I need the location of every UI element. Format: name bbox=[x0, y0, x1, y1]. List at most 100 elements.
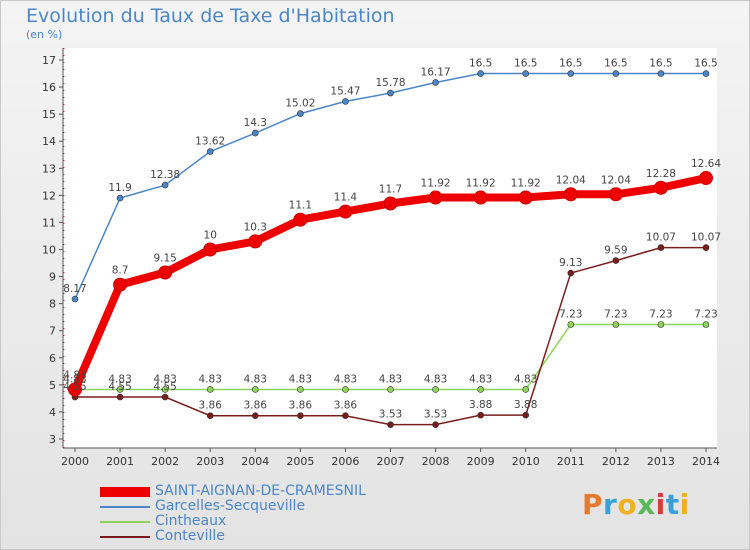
y-tick-label: 10 bbox=[42, 244, 56, 257]
data-point-garcelles-secqueville bbox=[161, 181, 169, 189]
data-label-cintheaux: 4.83 bbox=[199, 373, 222, 385]
data-label-conteville: 3.53 bbox=[379, 409, 402, 421]
y-tick-label: 15 bbox=[42, 108, 56, 121]
data-label-cintheaux: 4.83 bbox=[289, 373, 312, 385]
y-tick-label: 4 bbox=[49, 406, 56, 419]
legend-swatch bbox=[100, 536, 150, 538]
data-label-saint-aignan-de-cramesnil: 4.83 bbox=[63, 369, 86, 381]
data-label-conteville: 10.07 bbox=[691, 232, 721, 244]
x-tick-label: 2009 bbox=[467, 455, 495, 468]
data-point-cintheaux bbox=[567, 321, 575, 328]
data-label-garcelles-secqueville: 16.5 bbox=[514, 58, 537, 70]
data-label-conteville: 3.88 bbox=[514, 399, 537, 411]
x-tick-label: 2004 bbox=[241, 455, 269, 468]
x-tick-label: 2000 bbox=[61, 455, 89, 468]
legend-swatch bbox=[100, 521, 150, 523]
data-label-conteville: 3.86 bbox=[244, 400, 268, 412]
data-label-conteville: 3.53 bbox=[424, 409, 447, 421]
x-tick-label: 2008 bbox=[422, 455, 450, 468]
data-point-garcelles-secqueville bbox=[116, 194, 124, 202]
x-tick-label: 2007 bbox=[377, 455, 405, 468]
data-label-cintheaux: 4.83 bbox=[379, 373, 402, 385]
data-point-cintheaux bbox=[702, 321, 710, 328]
data-point-cintheaux bbox=[161, 386, 169, 393]
data-label-cintheaux: 4.83 bbox=[108, 373, 131, 385]
y-tick-label: 13 bbox=[42, 162, 56, 175]
data-point-garcelles-secqueville bbox=[251, 129, 259, 137]
data-point-conteville bbox=[522, 411, 530, 419]
legend-swatch bbox=[100, 506, 150, 508]
y-tick-label: 5 bbox=[49, 379, 56, 392]
data-label-cintheaux: 4.83 bbox=[469, 373, 492, 385]
data-point-conteville bbox=[116, 393, 124, 401]
unit-label: (en %) bbox=[26, 28, 63, 41]
data-point-conteville bbox=[206, 412, 214, 420]
data-point-cintheaux bbox=[342, 386, 349, 393]
data-point-saint-aignan-de-cramesnil bbox=[653, 180, 668, 195]
data-label-garcelles-secqueville: 14.3 bbox=[244, 117, 267, 129]
data-label-conteville: 3.86 bbox=[289, 400, 313, 412]
data-point-saint-aignan-de-cramesnil bbox=[203, 242, 218, 257]
legend-label: Conteville bbox=[155, 528, 225, 544]
data-label-garcelles-secqueville: 15.78 bbox=[375, 77, 405, 89]
x-tick-label: 2001 bbox=[106, 455, 134, 468]
y-tick-label: 7 bbox=[49, 325, 56, 338]
data-label-cintheaux: 7.23 bbox=[559, 308, 582, 320]
data-point-conteville bbox=[297, 412, 304, 420]
data-label-garcelles-secqueville: 16.5 bbox=[604, 58, 627, 70]
data-label-saint-aignan-de-cramesnil: 12.64 bbox=[691, 158, 721, 170]
data-point-garcelles-secqueville bbox=[71, 295, 79, 303]
data-point-saint-aignan-de-cramesnil bbox=[338, 204, 353, 219]
data-point-saint-aignan-de-cramesnil bbox=[248, 234, 263, 249]
data-label-saint-aignan-de-cramesnil: 12.28 bbox=[646, 168, 676, 180]
x-tick-label: 2012 bbox=[602, 455, 630, 468]
data-label-saint-aignan-de-cramesnil: 10.3 bbox=[244, 221, 267, 233]
legend: SAINT-AIGNAN-DE-CRAMESNIL Garcelles-Secqu… bbox=[100, 483, 500, 544]
data-point-garcelles-secqueville bbox=[432, 79, 439, 86]
legend-label: Garcelles-Secqueville bbox=[155, 498, 306, 514]
data-point-saint-aignan-de-cramesnil bbox=[608, 187, 623, 202]
data-label-saint-aignan-de-cramesnil: 8.7 bbox=[112, 265, 129, 277]
data-label-garcelles-secqueville: 16.5 bbox=[694, 58, 717, 70]
data-point-garcelles-secqueville bbox=[612, 70, 620, 77]
data-label-garcelles-secqueville: 13.62 bbox=[195, 136, 225, 148]
data-label-conteville: 3.86 bbox=[334, 400, 358, 412]
data-point-garcelles-secqueville bbox=[522, 70, 530, 77]
data-label-conteville: 10.07 bbox=[646, 232, 676, 244]
legend-item-garcelles-secqueville: Garcelles-Secqueville bbox=[100, 498, 500, 514]
data-label-saint-aignan-de-cramesnil: 11.92 bbox=[421, 178, 451, 190]
data-point-saint-aignan-de-cramesnil bbox=[383, 196, 398, 211]
y-tick-label: 16 bbox=[42, 81, 56, 94]
data-point-cintheaux bbox=[522, 386, 530, 393]
data-point-conteville bbox=[342, 412, 349, 420]
data-point-conteville bbox=[251, 412, 259, 420]
data-point-saint-aignan-de-cramesnil bbox=[68, 382, 82, 397]
data-point-saint-aignan-de-cramesnil bbox=[518, 190, 533, 205]
data-point-garcelles-secqueville bbox=[477, 70, 484, 77]
data-label-garcelles-secqueville: 8.17 bbox=[63, 283, 86, 295]
data-label-saint-aignan-de-cramesnil: 11.92 bbox=[511, 178, 541, 190]
legend-label: SAINT-AIGNAN-DE-CRAMESNIL bbox=[155, 483, 366, 499]
data-label-garcelles-secqueville: 11.9 bbox=[108, 182, 131, 194]
data-label-saint-aignan-de-cramesnil: 12.04 bbox=[601, 174, 631, 186]
data-point-garcelles-secqueville bbox=[387, 89, 394, 97]
data-label-conteville: 3.86 bbox=[199, 400, 223, 412]
y-tick-label: 3 bbox=[49, 433, 56, 446]
data-label-saint-aignan-de-cramesnil: 11.1 bbox=[289, 200, 312, 212]
data-label-cintheaux: 4.83 bbox=[63, 373, 86, 385]
data-point-conteville bbox=[567, 269, 575, 277]
legend-swatch bbox=[100, 487, 150, 497]
data-point-cintheaux bbox=[477, 386, 484, 393]
data-label-cintheaux: 7.23 bbox=[649, 308, 672, 320]
data-label-conteville: 4.55 bbox=[153, 381, 176, 393]
y-tick-label: 17 bbox=[42, 54, 56, 67]
data-label-garcelles-secqueville: 16.5 bbox=[649, 58, 672, 70]
x-tick-label: 2013 bbox=[647, 455, 675, 468]
data-label-cintheaux: 4.83 bbox=[424, 373, 447, 385]
data-label-conteville: 9.59 bbox=[604, 245, 627, 257]
data-point-cintheaux bbox=[657, 321, 665, 328]
data-label-saint-aignan-de-cramesnil: 11.7 bbox=[379, 183, 402, 195]
x-tick-label: 2002 bbox=[151, 455, 179, 468]
data-point-garcelles-secqueville bbox=[206, 148, 214, 155]
